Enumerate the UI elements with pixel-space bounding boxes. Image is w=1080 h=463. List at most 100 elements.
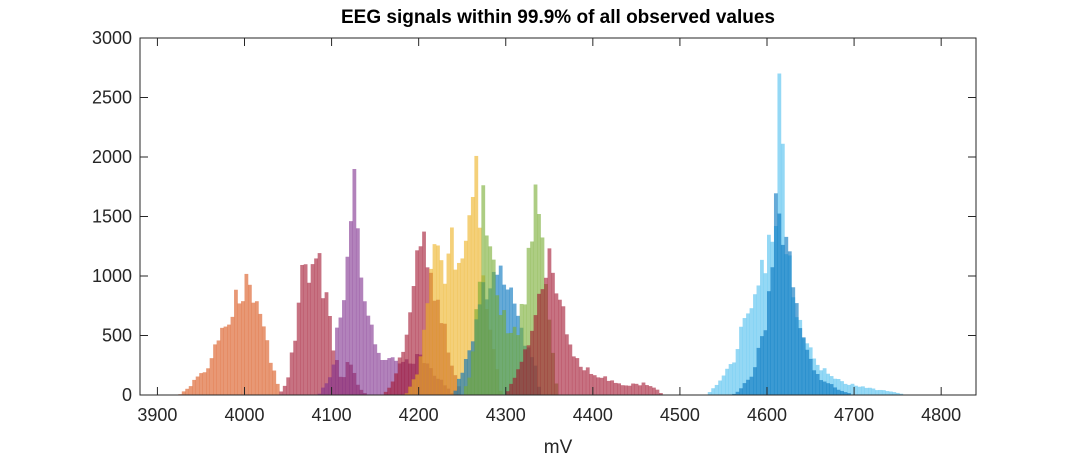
histogram-bar bbox=[742, 383, 747, 395]
histogram-bar bbox=[223, 326, 228, 395]
histogram-bar bbox=[425, 303, 430, 395]
histogram-series-1 bbox=[178, 273, 280, 395]
histogram-bar bbox=[477, 281, 482, 395]
histogram-bar bbox=[509, 383, 514, 395]
histogram-bar bbox=[443, 283, 447, 395]
histogram-bar bbox=[404, 334, 409, 395]
histogram-bar bbox=[383, 391, 388, 395]
histogram-bar bbox=[181, 391, 186, 395]
histogram-bar bbox=[509, 332, 514, 395]
x-tick-label: 4300 bbox=[486, 405, 526, 425]
histogram-bar bbox=[815, 374, 820, 395]
histogram-bar bbox=[463, 386, 468, 395]
x-tick-label: 4200 bbox=[399, 405, 439, 425]
histogram-bar bbox=[321, 387, 325, 395]
histogram-bar bbox=[603, 376, 608, 395]
x-tick-label: 4500 bbox=[660, 405, 700, 425]
histogram-bar bbox=[659, 393, 663, 395]
histogram-bar bbox=[335, 327, 339, 395]
histogram-bar bbox=[213, 344, 217, 395]
histogram-bar bbox=[551, 272, 555, 395]
histogram-bars bbox=[178, 73, 907, 395]
x-tick-label: 4100 bbox=[312, 405, 352, 425]
histogram-bar bbox=[286, 377, 291, 395]
histogram-bar bbox=[418, 246, 423, 395]
y-tick-label: 3000 bbox=[92, 28, 132, 48]
histogram-bar bbox=[300, 264, 305, 395]
histogram-bar bbox=[456, 262, 461, 395]
histogram-bar bbox=[732, 393, 736, 395]
histogram-bar bbox=[648, 386, 653, 395]
histogram-bar bbox=[610, 380, 615, 395]
histogram-bar bbox=[526, 345, 531, 395]
histogram-bar bbox=[540, 289, 545, 395]
histogram-bar bbox=[456, 378, 461, 395]
histogram-bar bbox=[296, 302, 301, 395]
histogram-bar bbox=[707, 392, 712, 395]
histogram-bar bbox=[491, 259, 496, 395]
histogram-bar bbox=[505, 333, 510, 395]
histogram-bar bbox=[314, 258, 318, 395]
histogram-bar bbox=[279, 391, 284, 395]
histogram-bar bbox=[544, 277, 548, 395]
histogram-bar bbox=[342, 300, 346, 395]
histogram-bar bbox=[397, 357, 402, 395]
histogram-bar bbox=[192, 379, 197, 395]
histogram-bar bbox=[812, 370, 817, 395]
histogram-bar bbox=[564, 334, 569, 395]
histogram-bar bbox=[188, 386, 193, 395]
histogram-bar bbox=[261, 326, 266, 395]
histogram-bar bbox=[418, 356, 423, 395]
histogram-bar bbox=[808, 358, 813, 395]
histogram-bar bbox=[801, 337, 806, 395]
histogram-bar bbox=[227, 324, 231, 395]
histogram-bar bbox=[498, 315, 503, 395]
histogram-bar bbox=[836, 379, 841, 395]
histogram-bar bbox=[502, 310, 507, 395]
histogram-bar bbox=[470, 196, 475, 395]
histogram-series-8 bbox=[505, 248, 663, 395]
histogram-bar bbox=[585, 367, 590, 395]
histogram-bar bbox=[293, 340, 298, 395]
histogram-bar bbox=[620, 385, 625, 395]
histogram-bar bbox=[474, 309, 479, 395]
histogram-bar bbox=[652, 387, 656, 395]
histogram-bar bbox=[791, 287, 796, 395]
histogram-bar bbox=[383, 359, 388, 395]
histogram-bar bbox=[836, 389, 841, 395]
histogram-bar bbox=[756, 347, 761, 395]
histogram-bar bbox=[770, 267, 775, 395]
histogram-bar bbox=[899, 393, 904, 395]
histogram-bar bbox=[773, 193, 778, 395]
histogram-bar bbox=[739, 388, 743, 395]
histogram-bar bbox=[234, 289, 238, 395]
histogram-bar bbox=[254, 301, 259, 395]
histogram-bar bbox=[533, 315, 538, 395]
histogram-bar bbox=[885, 391, 890, 395]
histogram-bar bbox=[878, 389, 883, 395]
histogram-bar bbox=[387, 358, 392, 395]
histogram-bar bbox=[749, 376, 754, 395]
histogram-bar bbox=[247, 284, 252, 395]
histogram-bar bbox=[847, 384, 851, 395]
histogram-bar bbox=[345, 256, 350, 395]
histogram-bar bbox=[753, 294, 757, 395]
histogram-bar bbox=[840, 381, 844, 395]
histogram-bar bbox=[488, 246, 493, 395]
histogram-bar bbox=[526, 247, 531, 395]
histogram-bar bbox=[871, 388, 876, 395]
histogram-bar bbox=[463, 240, 468, 395]
histogram-bar bbox=[777, 213, 782, 395]
histogram-bar bbox=[892, 392, 897, 395]
histogram-bar bbox=[725, 368, 729, 395]
y-tick-label: 1000 bbox=[92, 266, 132, 286]
histogram-bar bbox=[547, 248, 552, 395]
histogram-bar bbox=[324, 383, 329, 395]
histogram-bar bbox=[874, 390, 879, 395]
histogram-bar bbox=[429, 268, 433, 395]
histogram-bar bbox=[749, 308, 754, 395]
histogram-bar bbox=[868, 387, 872, 395]
histogram-bar bbox=[467, 377, 472, 395]
histogram-bar bbox=[638, 385, 642, 395]
histogram-bar bbox=[439, 260, 444, 395]
